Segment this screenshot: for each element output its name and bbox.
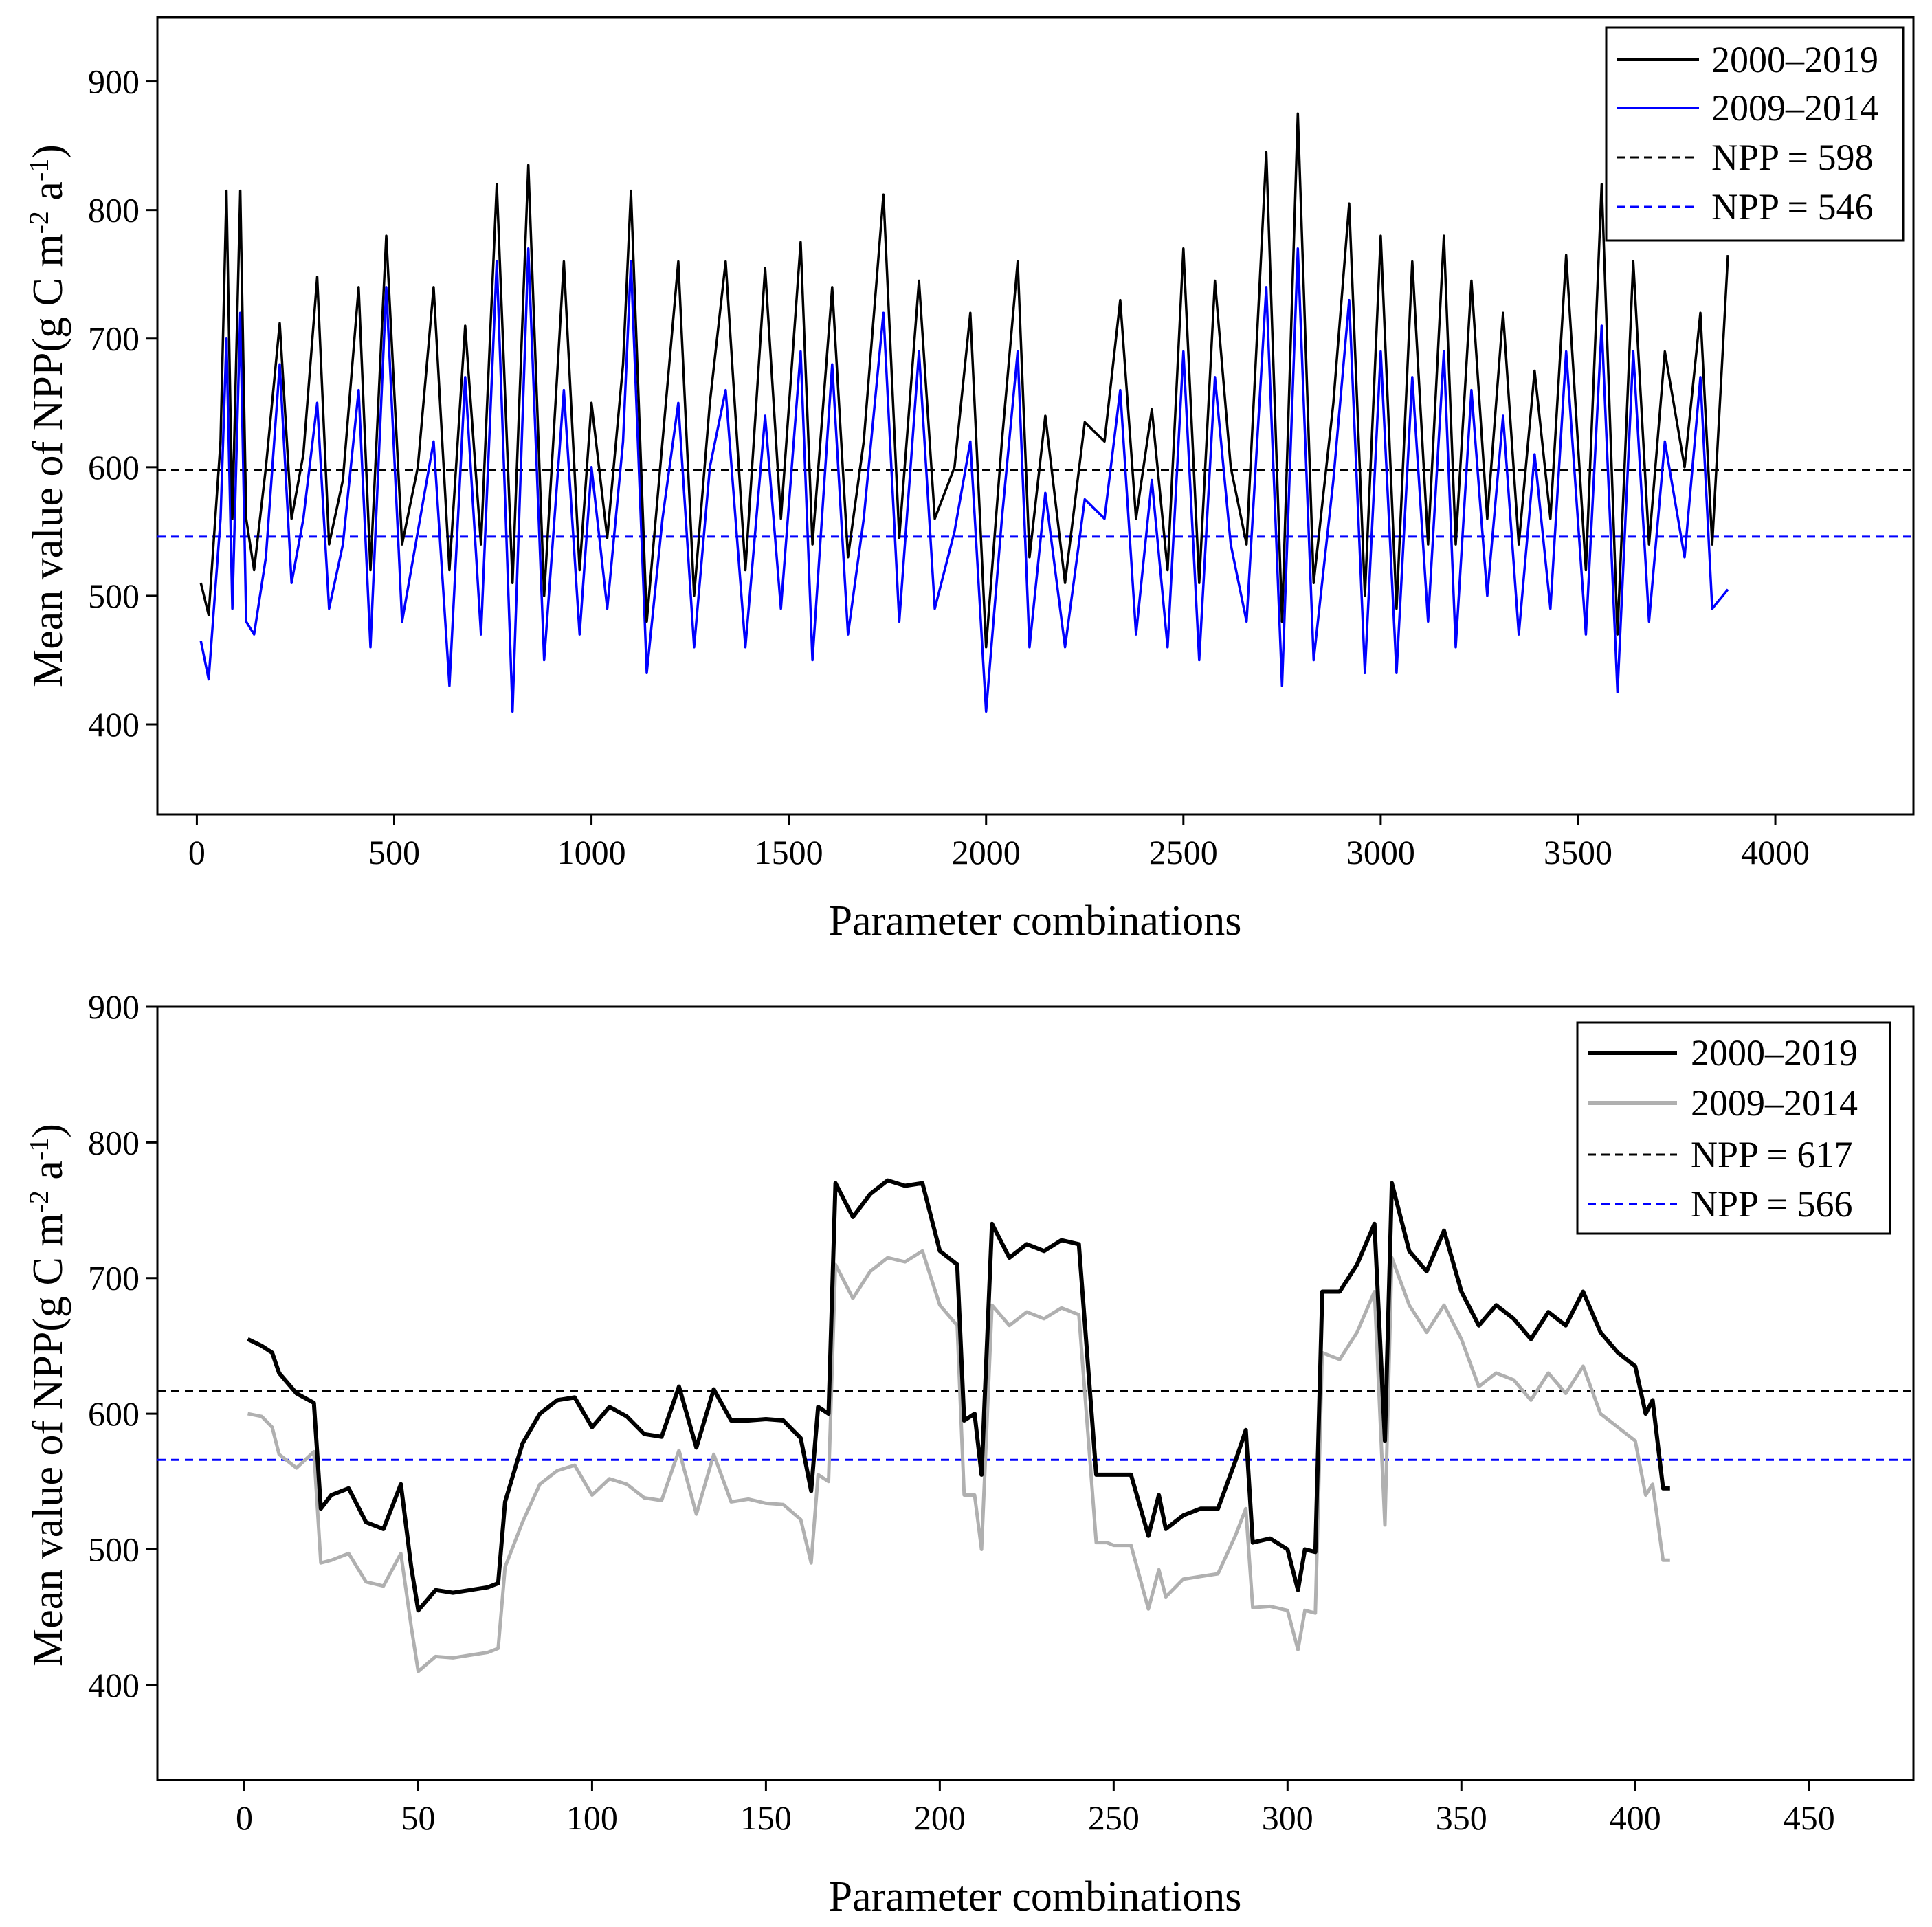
legend-label-npp-598: NPP = 598	[1711, 137, 1874, 178]
y-tick-label: 400	[88, 1666, 140, 1704]
x-tick-label: 400	[1610, 1798, 1661, 1837]
y-axis-label-top: Mean value of NPP(g C m-2 a-1)	[23, 144, 71, 687]
x-tick-label: 100	[566, 1798, 618, 1837]
legend-label-2000-2019-bottom: 2000–2019	[1691, 1032, 1858, 1073]
legend-box-top	[1605, 26, 1905, 242]
x-tick-label: 200	[914, 1798, 966, 1837]
y-ticks-bottom: 400 500 600 700 800 900	[88, 988, 157, 1704]
legend-label-2000-2019-top: 2000–2019	[1711, 39, 1878, 80]
series-bottom	[247, 1178, 1670, 1673]
reference-lines-bottom	[157, 1390, 1913, 1461]
x-axis-label-top: Parameter combinations	[829, 898, 1242, 944]
plot-frame-bottom	[156, 1005, 1915, 1781]
legend-label-2009-2014-bottom: 2009–2014	[1691, 1082, 1858, 1124]
x-ticks-bottom: 0 50 100 150 200 250 300 350 400 450	[236, 1780, 1835, 1837]
y-tick-label: 800	[88, 191, 140, 230]
x-tick-label: 0	[236, 1798, 253, 1837]
x-tick-label: 1000	[557, 833, 626, 871]
x-tick-label: 0	[188, 833, 206, 871]
chart-top: 0 500 1000 1500 2000 2500 3000 3500 4000 400 500 6…	[23, 16, 1915, 944]
x-tick-label: 3000	[1346, 833, 1415, 871]
y-tick-label: 800	[88, 1123, 140, 1161]
legend-label-npp-617: NPP = 617	[1691, 1134, 1853, 1175]
legend-box-bottom	[1576, 1021, 1891, 1235]
legend-top: 2000–2019 2009–2014 NPP = 598 NPP = 546	[1605, 26, 1905, 242]
x-tick-label: 350	[1436, 1798, 1487, 1837]
legend-label-npp-546: NPP = 546	[1711, 186, 1874, 227]
chart-bottom: 0 50 100 150 200 250 300 350 400 450 400 500 600 700…	[23, 988, 1915, 1920]
x-tick-label: 2500	[1149, 833, 1218, 871]
y-tick-label: 500	[88, 577, 140, 615]
series-line	[199, 112, 1729, 649]
y-tick-label: 500	[88, 1530, 140, 1568]
y-tick-label: 700	[88, 320, 140, 358]
plot-frame-top	[156, 16, 1915, 816]
legend-bottom: 2000–2019 2009–2014 NPP = 617 NPP = 566	[1576, 1021, 1891, 1235]
x-tick-label: 450	[1784, 1798, 1835, 1837]
series-line	[199, 247, 1729, 713]
x-tick-label: 4000	[1741, 833, 1810, 871]
legend-label-npp-566: NPP = 566	[1691, 1183, 1853, 1225]
y-axis-label-bottom: Mean value of NPP(g C m-2 a-1)	[23, 1124, 71, 1667]
y-tick-label: 900	[88, 63, 140, 101]
y-tick-label: 700	[88, 1259, 140, 1297]
series-line	[247, 1178, 1670, 1613]
y-tick-label: 400	[88, 705, 140, 744]
x-ticks-top: 0 500 1000 1500 2000 2500 3000 3500 4000	[188, 814, 1810, 871]
series-line	[247, 1249, 1670, 1673]
y-tick-label: 600	[88, 1394, 140, 1433]
x-axis-label-bottom: Parameter combinations	[829, 1873, 1242, 1920]
legend-label-2009-2014-top: 2009–2014	[1711, 87, 1878, 129]
y-tick-label: 600	[88, 448, 140, 487]
x-tick-label: 150	[740, 1798, 792, 1837]
x-tick-label: 250	[1088, 1798, 1140, 1837]
y-ticks-top: 400 500 600 700 800 900	[88, 63, 157, 744]
x-tick-label: 1500	[755, 833, 823, 871]
x-tick-label: 2000	[952, 833, 1021, 871]
x-tick-label: 50	[401, 1798, 435, 1837]
x-tick-label: 500	[368, 833, 420, 871]
x-tick-label: 300	[1262, 1798, 1313, 1837]
x-tick-label: 3500	[1544, 833, 1612, 871]
series-top	[199, 112, 1729, 713]
y-tick-label: 900	[88, 988, 140, 1026]
